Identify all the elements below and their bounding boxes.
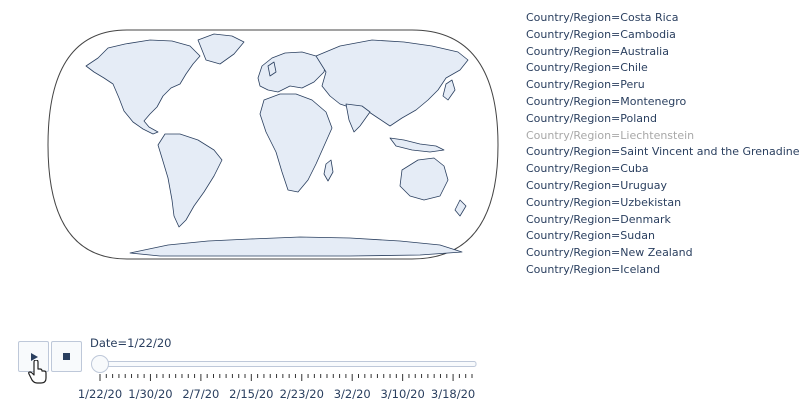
- land-antarctica: [129, 236, 463, 257]
- land-north-america: [85, 39, 201, 135]
- legend-item[interactable]: Country/Region=Peru: [526, 78, 645, 92]
- slider-tick-label: 1/22/20: [78, 387, 122, 401]
- legend-item[interactable]: Country/Region=Uzbekistan: [526, 195, 682, 209]
- legend: Country/Region=Costa Rica Country/Region=…: [526, 10, 800, 279]
- legend-item[interactable]: Country/Region=Cuba: [526, 162, 649, 176]
- hand-cursor-icon: [28, 360, 47, 384]
- land-japan: [442, 79, 456, 101]
- land-africa: [259, 93, 333, 193]
- land-masses: [85, 33, 469, 257]
- legend-item[interactable]: Country/Region=Cambodia: [526, 27, 676, 41]
- slider-current-value: Date=1/22/20: [90, 336, 172, 350]
- slider-tick-label: 3/18/20: [431, 387, 475, 401]
- legend-item[interactable]: Country/Region=Costa Rica: [526, 11, 679, 24]
- stop-icon: [63, 353, 70, 360]
- slider-tick-label: 2/7/20: [182, 387, 219, 401]
- land-uk: [267, 61, 277, 77]
- land-greenland: [197, 33, 245, 65]
- legend-item[interactable]: Country/Region=New Zealand: [526, 246, 693, 260]
- slider-handle[interactable]: [91, 355, 109, 373]
- slider-tick-label: 2/23/20: [280, 387, 324, 401]
- play-icon: [31, 352, 38, 361]
- land-asia: [315, 39, 469, 127]
- slider-tick-label: 2/15/20: [229, 387, 273, 401]
- land-india: [345, 103, 371, 133]
- land-south-america: [157, 133, 223, 228]
- land-madagascar: [323, 159, 334, 182]
- world-map: [47, 29, 499, 260]
- legend-item[interactable]: Country/Region=Iceland: [526, 262, 661, 276]
- legend-item[interactable]: Country/Region=Saint Vincent and the Gre…: [526, 145, 800, 159]
- legend-item[interactable]: Country/Region=Chile: [526, 61, 648, 75]
- legend-item[interactable]: Country/Region=Sudan: [526, 229, 655, 243]
- legend-item[interactable]: Country/Region=Uruguay: [526, 178, 668, 192]
- slider-tick-label: 3/2/20: [334, 387, 371, 401]
- land-europe: [257, 51, 327, 93]
- land-australia: [399, 157, 449, 201]
- slider-tick-label: 1/30/20: [128, 387, 172, 401]
- stop-button[interactable]: [51, 341, 82, 372]
- slider-rail[interactable]: [95, 361, 477, 367]
- slider-tick-label: 3/10/20: [380, 387, 424, 401]
- legend-item[interactable]: Country/Region=Denmark: [526, 212, 671, 226]
- legend-item[interactable]: Country/Region=Poland: [526, 111, 658, 125]
- land-indonesia: [389, 137, 445, 153]
- legend-item[interactable]: Country/Region=Montenegro: [526, 94, 687, 108]
- legend-item[interactable]: Country/Region=Australia: [526, 44, 669, 58]
- legend-item[interactable]: Country/Region=Liechtenstein: [526, 128, 695, 142]
- land-new-zealand: [454, 199, 467, 217]
